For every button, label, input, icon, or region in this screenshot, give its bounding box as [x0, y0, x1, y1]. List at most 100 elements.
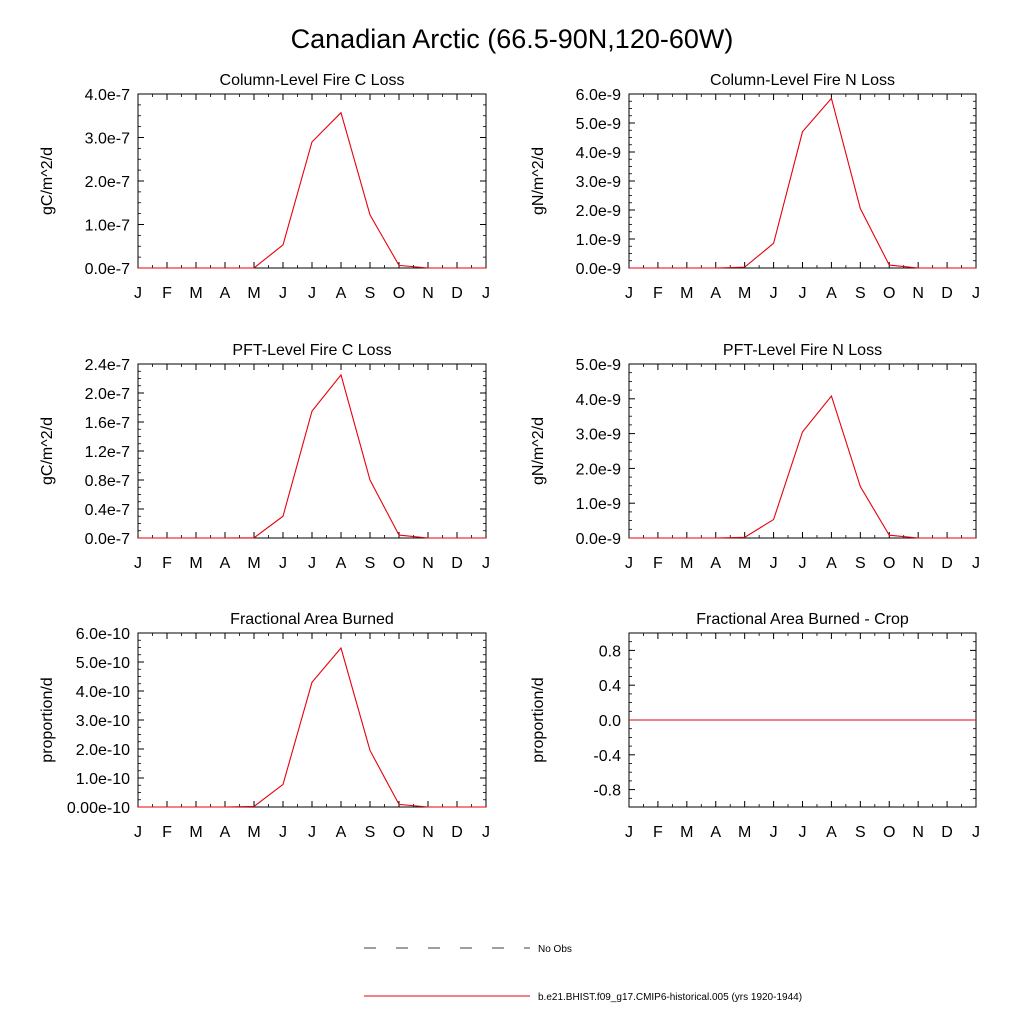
- x-tick-label: D: [941, 555, 953, 572]
- y-tick-label: 1.0e-9: [576, 232, 621, 249]
- x-tick-label: J: [770, 555, 778, 572]
- y-tick-label: 0.4: [599, 678, 621, 695]
- x-tick-label: D: [941, 824, 953, 841]
- chart-panel-6: Fractional Area Burned - Crop proportion/…: [530, 611, 980, 841]
- y-tick-label: 5.0e-10: [76, 655, 130, 672]
- x-tick-label: O: [883, 555, 895, 572]
- y-tick-label: 3.0e-10: [76, 713, 130, 730]
- series-line: [629, 97, 976, 269]
- legend-obs-label: No Obs: [538, 944, 572, 955]
- x-tick-label: O: [393, 285, 405, 302]
- y-axis-label: gN/m^2/d: [530, 417, 547, 485]
- x-tick-label: A: [336, 285, 347, 302]
- y-tick-label: 3.0e-9: [576, 174, 621, 191]
- y-tick-label: 6.0e-9: [576, 87, 621, 104]
- y-tick-label: 1.0e-7: [85, 218, 130, 235]
- y-tick-label: 5.0e-9: [576, 116, 621, 133]
- x-tick-label: J: [134, 824, 142, 841]
- y-tick-label: 0.0: [599, 713, 621, 730]
- x-tick-label: N: [912, 555, 924, 572]
- x-tick-label: F: [653, 285, 663, 302]
- y-tick-label: 2.0e-9: [576, 461, 621, 478]
- panel-title: Column-Level Fire C Loss: [220, 72, 405, 89]
- x-tick-label: J: [482, 285, 490, 302]
- x-tick-label: M: [189, 285, 202, 302]
- series-line: [138, 373, 486, 539]
- y-tick-label: 6.0e-10: [76, 626, 130, 643]
- x-tick-label: M: [247, 824, 260, 841]
- x-tick-label: M: [738, 285, 751, 302]
- x-tick-label: J: [134, 285, 142, 302]
- x-tick-label: J: [625, 824, 633, 841]
- x-tick-label: S: [365, 824, 376, 841]
- x-tick-label: M: [738, 555, 751, 572]
- y-axis-label: gC/m^2/d: [39, 417, 56, 485]
- y-tick-label: 2.4e-7: [85, 357, 130, 374]
- x-tick-label: S: [855, 824, 866, 841]
- x-tick-label: J: [134, 555, 142, 572]
- x-tick-label: J: [625, 285, 633, 302]
- x-tick-label: M: [738, 824, 751, 841]
- x-tick-label: N: [912, 285, 924, 302]
- y-tick-label: 0.8: [599, 643, 621, 660]
- x-tick-label: D: [941, 285, 953, 302]
- x-tick-label: S: [855, 555, 866, 572]
- x-tick-label: A: [710, 555, 721, 572]
- x-tick-label: M: [680, 285, 693, 302]
- x-tick-label: J: [308, 285, 316, 302]
- x-tick-label: M: [247, 555, 260, 572]
- y-axis-label: proportion/d: [530, 677, 547, 762]
- y-tick-label: 1.6e-7: [85, 415, 130, 432]
- x-tick-label: J: [482, 555, 490, 572]
- x-tick-label: J: [799, 824, 807, 841]
- y-tick-label: 0.8e-7: [85, 473, 130, 490]
- x-tick-label: O: [393, 824, 405, 841]
- panel-title: Fractional Area Burned: [230, 611, 394, 628]
- y-tick-label: 4.0e-7: [85, 87, 130, 104]
- x-tick-label: M: [189, 555, 202, 572]
- x-tick-label: J: [972, 555, 980, 572]
- x-tick-label: J: [482, 824, 490, 841]
- y-tick-label: 2.0e-10: [76, 742, 130, 759]
- x-tick-label: A: [220, 824, 231, 841]
- x-tick-label: M: [189, 824, 202, 841]
- plot-frame: [628, 363, 977, 539]
- x-tick-label: J: [308, 824, 316, 841]
- y-tick-label: 4.0e-9: [576, 145, 621, 162]
- x-tick-label: O: [883, 285, 895, 302]
- x-tick-label: F: [162, 824, 172, 841]
- y-tick-label: 0.0e-9: [576, 531, 621, 548]
- panel-title: Column-Level Fire N Loss: [710, 72, 895, 89]
- x-tick-label: S: [855, 285, 866, 302]
- legend-series-label: b.e21.BHIST.f09_g17.CMIP6-historical.005…: [538, 992, 802, 1003]
- x-tick-label: A: [710, 824, 721, 841]
- y-tick-label: -0.8: [593, 783, 621, 800]
- x-tick-label: A: [220, 285, 231, 302]
- y-tick-label: 2.0e-7: [85, 174, 130, 191]
- x-tick-label: A: [826, 285, 837, 302]
- x-tick-label: D: [451, 555, 463, 572]
- y-tick-label: 4.0e-10: [76, 684, 130, 701]
- x-tick-label: J: [799, 555, 807, 572]
- x-tick-label: J: [972, 285, 980, 302]
- x-tick-label: D: [451, 824, 463, 841]
- y-tick-label: 1.2e-7: [85, 444, 130, 461]
- x-tick-label: A: [220, 555, 231, 572]
- y-tick-label: 0.00e-10: [67, 800, 130, 817]
- series-line: [629, 394, 976, 539]
- x-tick-label: F: [653, 824, 663, 841]
- legend: No Obs b.e21.BHIST.f09_g17.CMIP6-histori…: [364, 944, 802, 1003]
- panel-title: PFT-Level Fire C Loss: [232, 342, 391, 359]
- y-tick-label: 0.4e-7: [85, 502, 130, 519]
- x-tick-label: M: [680, 824, 693, 841]
- x-tick-label: N: [912, 824, 924, 841]
- y-tick-label: 0.0e-9: [576, 261, 621, 278]
- x-tick-label: J: [770, 285, 778, 302]
- x-tick-label: A: [336, 824, 347, 841]
- x-tick-label: A: [826, 824, 837, 841]
